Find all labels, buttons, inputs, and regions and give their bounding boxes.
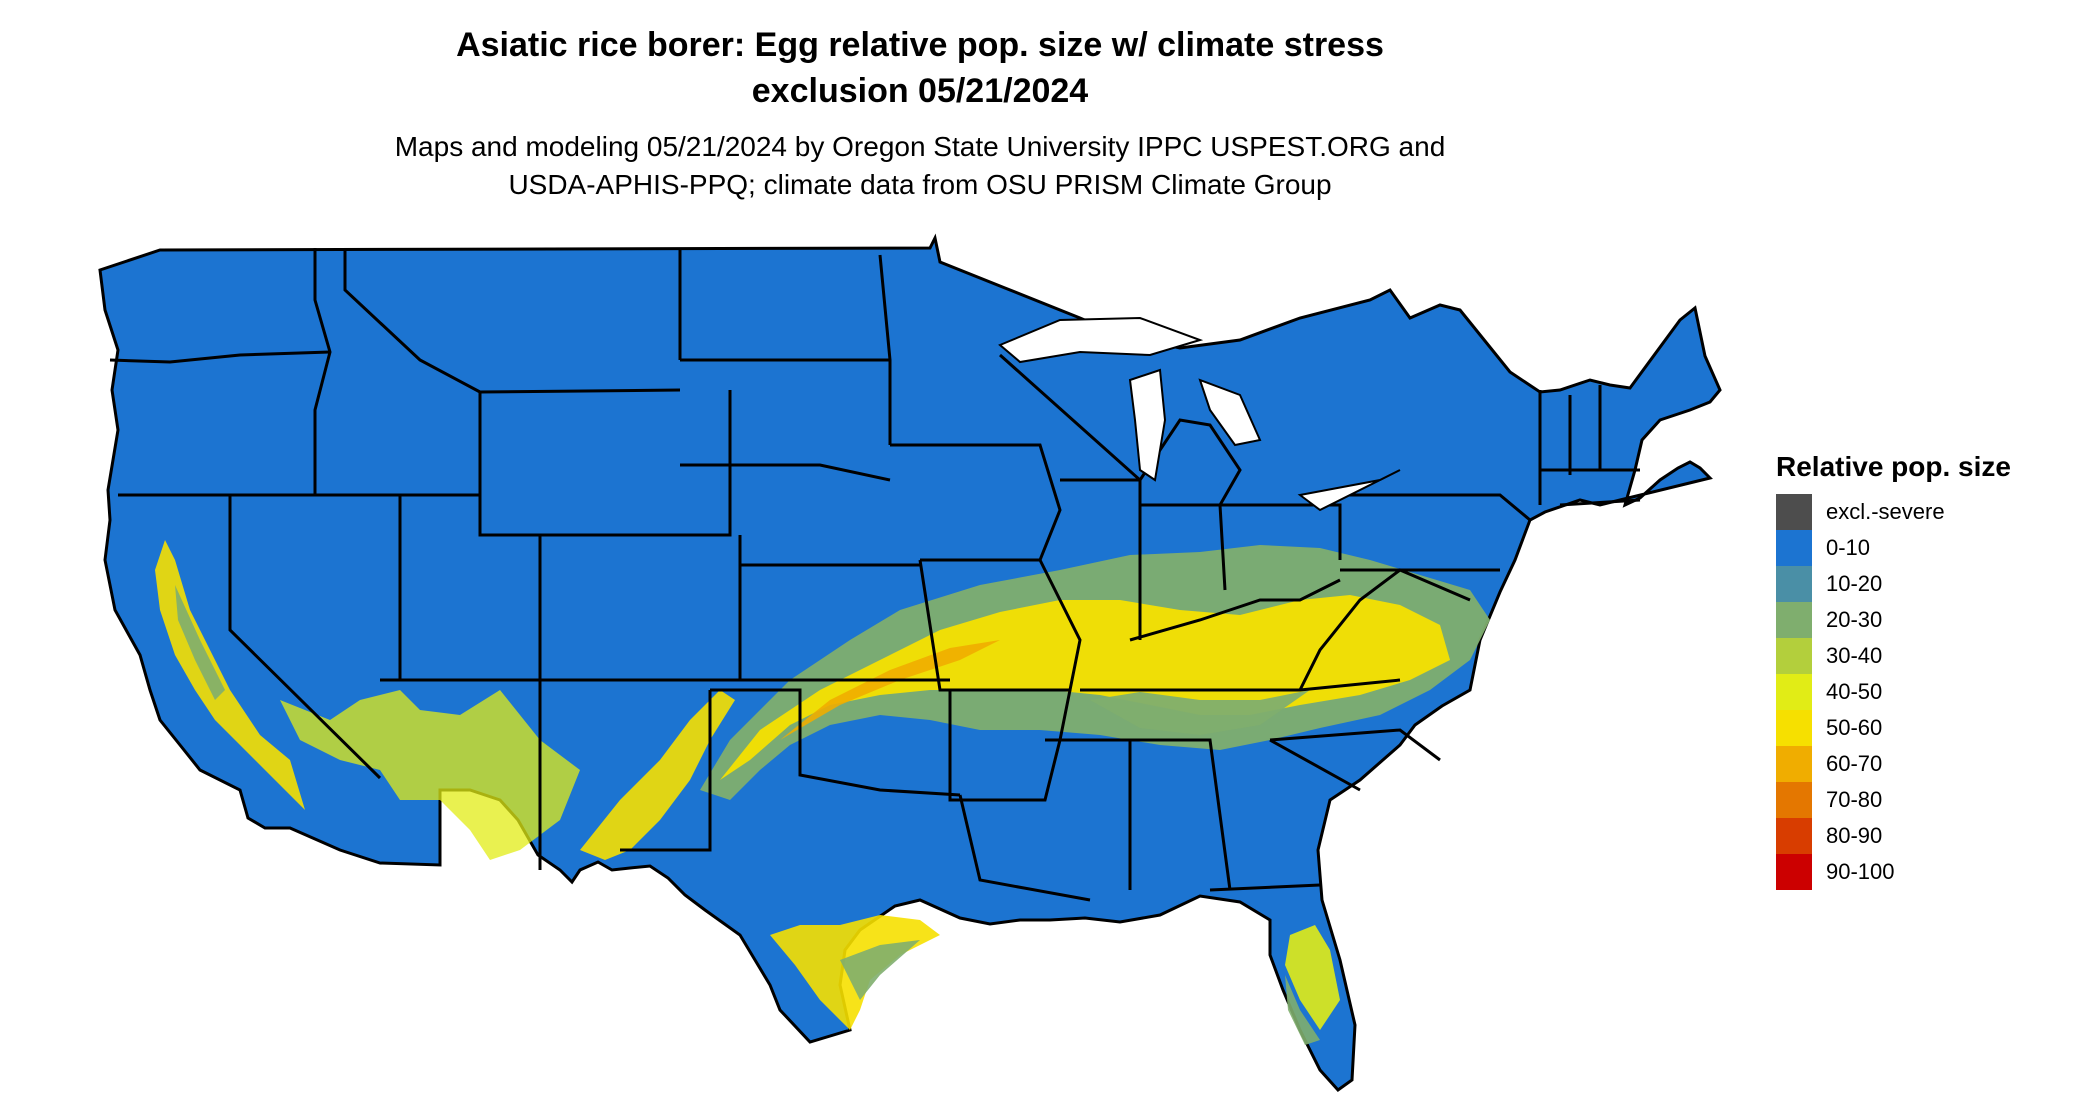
border-nc-sc [1269,728,1441,762]
border-wy [478,390,732,537]
legend-label: 60-70 [1826,751,1883,776]
legend-item: 80-90 [1776,818,2011,854]
border-id-mt [343,248,481,394]
lake-huron [1198,378,1262,447]
legend-items: excl.-severe 0-10 10-20 20-30 30-40 40-50 50-6… [1776,494,2011,890]
band-florida [1285,925,1340,1030]
lake-michigan [1128,368,1167,482]
border-la [958,794,1091,902]
border-ar [948,689,1072,802]
legend-item: 60-70 [1776,746,2011,782]
band-new-mexico [580,690,735,860]
legend-label: 90-100 [1826,859,1895,884]
band-florida-green [1285,975,1320,1045]
legend-label: 20-30 [1826,607,1883,632]
legend-swatch [1776,746,1812,782]
border-ga-sc [1269,738,1361,792]
legend-label: 0-10 [1826,535,1871,560]
border-new-england [1538,385,1641,507]
title-block: Asiatic rice borer: Egg relative pop. si… [0,22,1840,204]
border-wa-or [109,350,331,364]
band-midlatitude-yellow [720,595,1450,780]
map-subtitle-line-2: USDA-APHIS-PPQ; climate data from OSU PR… [508,169,1332,200]
border-ia [890,443,1062,562]
state-borders [109,248,1641,902]
legend-label: 70-80 [1826,787,1883,812]
legend-item: 30-40 [1776,638,2011,674]
border-va [1298,568,1471,691]
legend-title: Relative pop. size [1776,451,2011,482]
legend-item: 0-10 [1776,530,2011,566]
legend-label: 80-90 [1826,823,1883,848]
border-co [538,535,742,682]
band-tennessee-valley [1090,690,1310,735]
legend-item: 10-20 [1776,566,2011,602]
legend-swatch [1776,854,1812,890]
legend-item: 20-30 [1776,602,2011,638]
legend-item: 40-50 [1776,674,2011,710]
legend-label: excl.-severe [1826,499,1945,524]
map-title-line-2: exclusion 05/21/2024 [751,72,1089,110]
legend-item: excl.-severe [1776,494,2011,530]
legend-label: 40-50 [1826,679,1883,704]
border-mi-lower [1138,418,1242,506]
legend-swatch [1776,638,1812,674]
climate-bands [155,540,1490,1045]
band-gulf-coast-green [840,940,920,1000]
band-central-valley [175,585,225,700]
band-southwest [280,690,580,860]
legend-swatch [1776,710,1812,746]
legend-label: 30-40 [1826,643,1883,668]
legend-label: 50-60 [1826,715,1883,740]
legend-item: 50-60 [1776,710,2011,746]
border-ms-al [1045,738,1232,891]
border-ky [1129,578,1341,642]
map-title-line-1: Asiatic rice borer: Egg relative pop. si… [456,26,1384,64]
border-ca-nv [228,495,382,780]
band-midlatitude-orange [780,640,1000,740]
legend-swatch [1776,530,1812,566]
lake-superior [998,316,1204,364]
lake-erie [1297,469,1401,512]
map-subtitle-line-1: Maps and modeling 05/21/2024 by Oregon S… [394,131,1446,162]
legend-swatch [1776,602,1812,638]
border-id-west [313,248,332,495]
great-lakes [998,316,1401,512]
legend-label: 10-20 [1826,571,1883,596]
border-pa-ny [1340,493,1531,522]
border-sd-ne [680,463,891,482]
border-mn-west [878,254,892,445]
legend-swatch [1776,782,1812,818]
border-ga-fl [1209,883,1321,892]
legend-item: 70-80 [1776,782,2011,818]
legend-swatch [1776,566,1812,602]
band-california [155,540,305,810]
legend: Relative pop. size excl.-severe 0-10 10-20… [1776,450,2011,890]
border-ok-tx [710,688,961,797]
legend-swatch [1776,494,1812,530]
border-nm-tx [620,690,712,852]
legend-swatch [1776,674,1812,710]
legend-item: 90-100 [1776,854,2011,890]
legend-swatch [1776,818,1812,854]
border-mt-wy [479,388,681,394]
